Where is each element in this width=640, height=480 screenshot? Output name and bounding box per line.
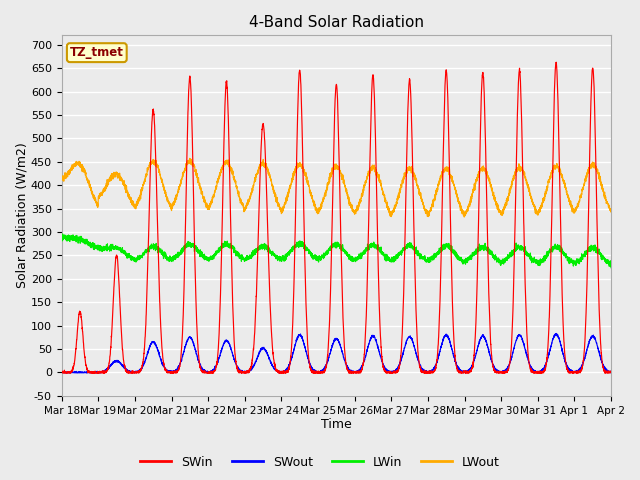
Text: TZ_tmet: TZ_tmet xyxy=(70,46,124,59)
Title: 4-Band Solar Radiation: 4-Band Solar Radiation xyxy=(249,15,424,30)
X-axis label: Time: Time xyxy=(321,419,352,432)
Y-axis label: Solar Radiation (W/m2): Solar Radiation (W/m2) xyxy=(15,143,28,288)
Legend: SWin, SWout, LWin, LWout: SWin, SWout, LWin, LWout xyxy=(135,451,505,474)
